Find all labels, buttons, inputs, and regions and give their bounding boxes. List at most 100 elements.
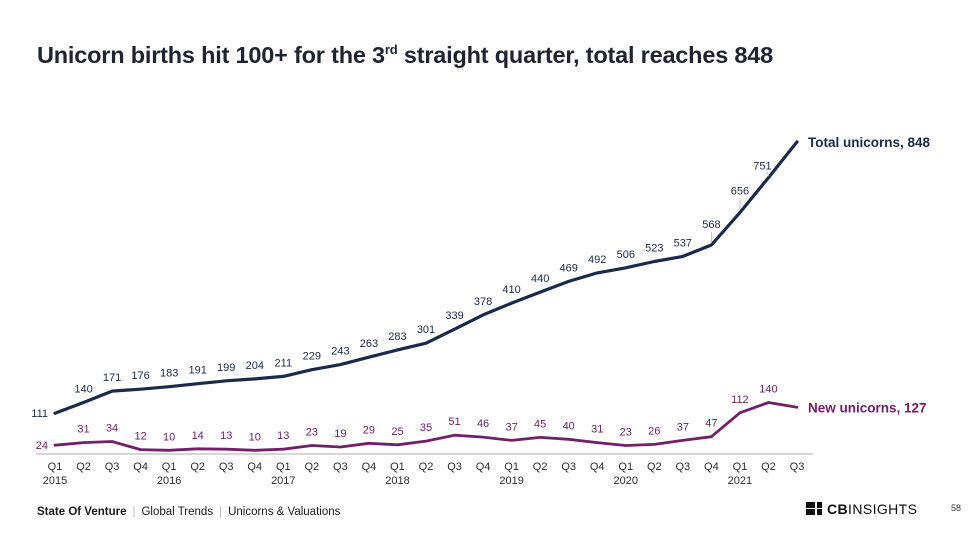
x-tick-label: Q4 bbox=[704, 461, 719, 473]
x-year-label: 2016 bbox=[157, 475, 181, 487]
data-label: 523 bbox=[645, 243, 663, 255]
x-year-label: 2019 bbox=[499, 475, 523, 487]
data-label: 191 bbox=[189, 365, 207, 377]
x-tick-label: Q1 bbox=[48, 461, 63, 473]
data-label: 171 bbox=[103, 372, 121, 384]
x-tick-label: Q3 bbox=[333, 461, 348, 473]
data-label: 440 bbox=[531, 273, 549, 285]
x-year-label: 2015 bbox=[43, 475, 67, 487]
data-label: 140 bbox=[74, 383, 92, 395]
x-tick-label: Q1 bbox=[276, 461, 291, 473]
data-label: 492 bbox=[588, 254, 606, 266]
data-label: 537 bbox=[674, 237, 692, 249]
cbinsights-logo-icon bbox=[806, 502, 823, 516]
data-label: 47 bbox=[705, 418, 717, 430]
data-label: 37 bbox=[505, 421, 517, 433]
data-label: 25 bbox=[391, 426, 403, 438]
x-tick-label: Q1 bbox=[390, 461, 405, 473]
x-tick-label: Q3 bbox=[105, 461, 120, 473]
data-label: 211 bbox=[275, 357, 293, 369]
data-label: 263 bbox=[360, 338, 378, 350]
x-tick-label: Q2 bbox=[419, 461, 434, 473]
x-tick-label: Q2 bbox=[190, 461, 205, 473]
data-label: 283 bbox=[388, 331, 406, 343]
data-label-leader-line bbox=[766, 171, 770, 177]
title-superscript: rd bbox=[384, 42, 398, 58]
data-label: 31 bbox=[77, 424, 89, 436]
x-tick-label: Q2 bbox=[647, 461, 662, 473]
data-label: 45 bbox=[534, 418, 546, 430]
series-line-total-unicorns bbox=[53, 140, 799, 415]
logo-text-regular: INSIGHTS bbox=[848, 501, 918, 517]
data-label: 469 bbox=[560, 262, 578, 274]
x-tick-label: Q1 bbox=[162, 461, 177, 473]
data-label: 10 bbox=[163, 431, 175, 443]
data-label: 23 bbox=[620, 427, 632, 439]
x-tick-label: Q4 bbox=[362, 461, 377, 473]
x-year-label: 2021 bbox=[728, 475, 752, 487]
data-label: 140 bbox=[759, 383, 777, 395]
x-tick-label: Q3 bbox=[676, 461, 691, 473]
data-label: 19 bbox=[334, 428, 346, 440]
x-year-label: 2017 bbox=[271, 475, 295, 487]
data-label: 199 bbox=[217, 362, 235, 374]
series-line-new-unicorns bbox=[53, 401, 799, 452]
data-label: 243 bbox=[331, 346, 349, 358]
x-tick-label: Q1 bbox=[504, 461, 519, 473]
x-tick-label: Q2 bbox=[533, 461, 548, 473]
data-label: 12 bbox=[134, 431, 146, 443]
data-label: 112 bbox=[731, 394, 749, 406]
cbinsights-logo-text: CBINSIGHTS bbox=[827, 501, 917, 517]
data-label: 339 bbox=[445, 310, 463, 322]
series-end-label: Total unicorns, 848 bbox=[808, 135, 931, 150]
x-tick-label: Q2 bbox=[305, 461, 320, 473]
title-text-suffix: straight quarter, total reaches 848 bbox=[397, 42, 774, 68]
data-label: 29 bbox=[363, 424, 375, 436]
breadcrumb-separator: | bbox=[132, 506, 136, 518]
breadcrumb-item-report: State Of Venture bbox=[37, 506, 127, 518]
data-label: 51 bbox=[448, 416, 460, 428]
x-tick-label: Q3 bbox=[561, 461, 576, 473]
data-label: 31 bbox=[591, 424, 603, 436]
cbinsights-logo: CBINSIGHTS bbox=[806, 501, 917, 517]
x-year-label: 2018 bbox=[385, 475, 409, 487]
breadcrumb-item-section: Global Trends bbox=[141, 506, 214, 518]
x-tick-label: Q4 bbox=[247, 461, 262, 473]
title-text-prefix: Unicorn births hit 100+ for the 3 bbox=[37, 42, 385, 68]
data-label: 111 bbox=[31, 408, 48, 420]
data-label: 751 bbox=[753, 161, 771, 173]
data-label: 35 bbox=[420, 422, 432, 434]
breadcrumb-separator: | bbox=[219, 506, 223, 518]
data-label: 40 bbox=[563, 420, 575, 432]
data-label: 183 bbox=[160, 368, 178, 380]
x-tick-label: Q3 bbox=[219, 461, 234, 473]
page-title: Unicorn births hit 100+ for the 3rd stra… bbox=[37, 42, 773, 69]
data-label: 568 bbox=[702, 219, 720, 231]
logo-text-bold: CB bbox=[827, 501, 849, 517]
x-tick-label: Q4 bbox=[476, 461, 491, 473]
x-year-label: 2020 bbox=[614, 475, 638, 487]
breadcrumb-item-subsection: Unicorns & Valuations bbox=[228, 506, 341, 518]
data-label: 176 bbox=[131, 370, 149, 382]
data-label: 23 bbox=[306, 427, 318, 439]
data-label: 229 bbox=[303, 351, 321, 363]
data-label: 204 bbox=[246, 360, 264, 372]
x-tick-label: Q1 bbox=[618, 461, 633, 473]
x-tick-label: Q2 bbox=[76, 461, 91, 473]
breadcrumb: State Of Venture | Global Trends | Unicorns … bbox=[37, 506, 340, 518]
data-label: 37 bbox=[677, 421, 689, 433]
data-label: 26 bbox=[648, 425, 660, 437]
x-tick-label: Q1 bbox=[733, 461, 748, 473]
data-label: 14 bbox=[192, 430, 204, 442]
x-tick-label: Q2 bbox=[761, 461, 776, 473]
x-tick-label: Q4 bbox=[590, 461, 605, 473]
data-label: 10 bbox=[249, 431, 261, 443]
data-label: 46 bbox=[477, 418, 489, 430]
data-label: 656 bbox=[731, 186, 749, 198]
x-tick-label: Q3 bbox=[790, 461, 805, 473]
page-number: 58 bbox=[951, 503, 962, 513]
x-tick-label: Q3 bbox=[447, 461, 462, 473]
data-label: 13 bbox=[220, 430, 232, 442]
